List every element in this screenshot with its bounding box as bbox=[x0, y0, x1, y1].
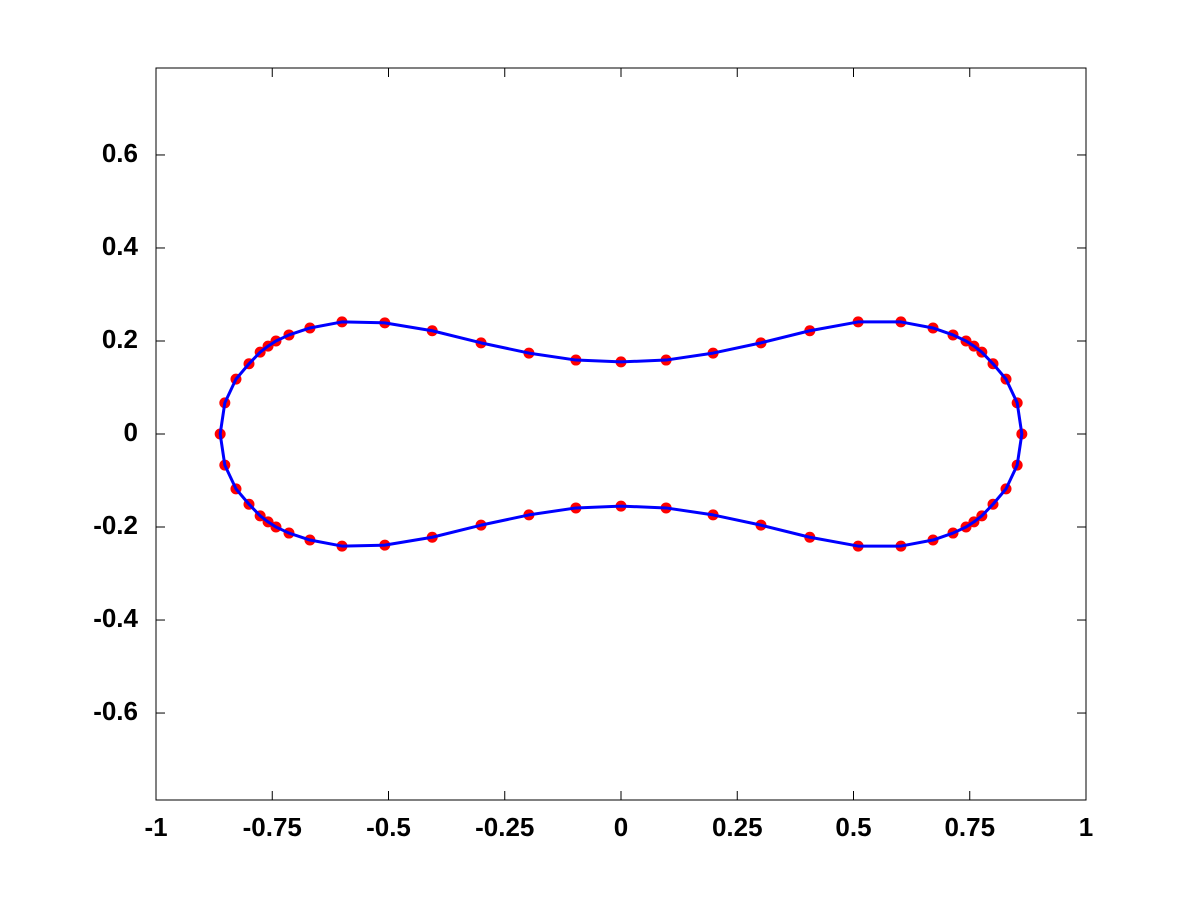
x-tick-label: 0.75 bbox=[944, 812, 995, 842]
y-tick-label: 0 bbox=[124, 417, 138, 447]
x-tick-label: -1 bbox=[144, 812, 167, 842]
y-tick-label: -0.4 bbox=[93, 603, 138, 633]
y-tick-label: 0.6 bbox=[102, 138, 138, 168]
y-tick-label: -0.6 bbox=[93, 696, 138, 726]
y-tick-label: 0.4 bbox=[102, 231, 139, 261]
x-tick-label: 0.25 bbox=[712, 812, 763, 842]
x-tick-label: 0 bbox=[614, 812, 628, 842]
y-tick-label: -0.2 bbox=[93, 510, 138, 540]
x-tick-label: -0.75 bbox=[243, 812, 302, 842]
curve bbox=[218, 320, 1024, 548]
x-tick-label: 0.5 bbox=[835, 812, 871, 842]
y-tick-label: 0.2 bbox=[102, 324, 138, 354]
x-tick-label: -0.5 bbox=[366, 812, 411, 842]
x-tick-label: -0.25 bbox=[475, 812, 534, 842]
x-tick-label: 1 bbox=[1079, 812, 1093, 842]
